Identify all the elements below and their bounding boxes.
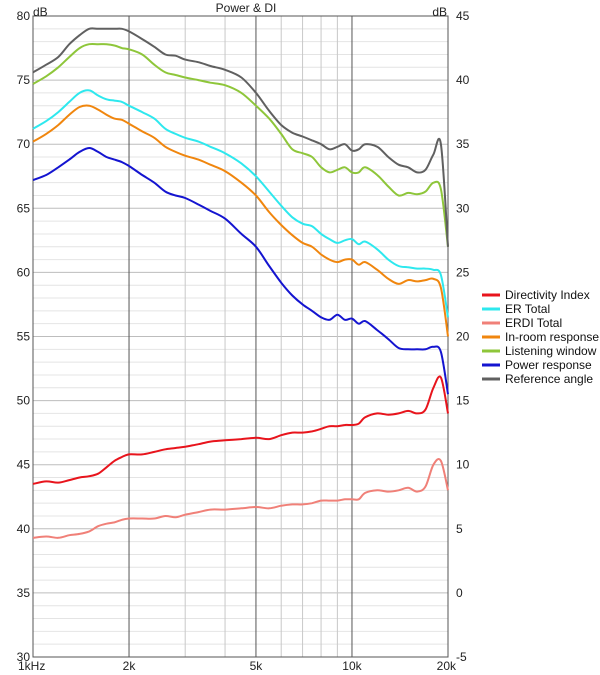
- left-y-tick-label: 40: [17, 522, 31, 536]
- series-line-reference-angle: [32, 27, 449, 247]
- left-y-tick-label: 65: [17, 201, 31, 215]
- right-y-tick-label: 10: [456, 458, 470, 472]
- left-y-tick-label: 60: [17, 265, 31, 279]
- right-y-tick-label: 35: [456, 137, 470, 151]
- series-line-er-total: [32, 89, 449, 318]
- x-tick-label: 20k: [437, 659, 457, 673]
- right-y-tick-label: 45: [456, 9, 470, 23]
- right-y-tick-label: 0: [456, 586, 463, 600]
- legend-label-reference-angle: Reference angle: [505, 372, 593, 386]
- axis-ticks: 30 35 40 45 50 55 60 65 70 75 80 -5 0 5 10 15 20 25 30 35 40…: [17, 9, 470, 673]
- legend-label-listening-window: Listening window: [505, 344, 597, 358]
- x-tick-label: 1kHz: [18, 659, 45, 673]
- right-y-tick-label: 5: [456, 522, 463, 536]
- left-y-tick-label: 80: [17, 9, 31, 23]
- right-y-tick-label: 40: [456, 73, 470, 87]
- legend-label-in-room-response: In-room response: [505, 330, 599, 344]
- left-y-tick-label: 55: [17, 330, 31, 344]
- x-tick-label: 2k: [123, 659, 137, 673]
- legend-label-erdi-total: ERDI Total: [505, 316, 562, 330]
- right-axis-unit: dB: [432, 5, 447, 19]
- legend-label-directivity-index: Directivity Index: [505, 288, 590, 302]
- series-layer: [32, 27, 449, 539]
- chart-title: Power & DI: [216, 1, 277, 15]
- x-tick-label: 10k: [342, 659, 362, 673]
- series-line-directivity-index: [32, 375, 449, 485]
- left-y-tick-label: 50: [17, 394, 31, 408]
- x-tick-label: 5k: [250, 659, 264, 673]
- series-line-listening-window: [32, 42, 449, 247]
- series-line-power-response: [32, 147, 449, 395]
- right-y-tick-label: -5: [456, 650, 467, 664]
- series-line-erdi-total: [32, 458, 449, 539]
- left-y-tick-label: 70: [17, 137, 31, 151]
- legend-label-er-total: ER Total: [505, 302, 550, 316]
- right-y-tick-label: 25: [456, 265, 470, 279]
- right-y-tick-label: 15: [456, 394, 470, 408]
- left-y-tick-label: 45: [17, 458, 31, 472]
- left-y-tick-label: 75: [17, 73, 31, 87]
- legend-label-power-response: Power response: [505, 358, 592, 372]
- right-y-tick-label: 30: [456, 201, 470, 215]
- left-y-tick-label: 35: [17, 586, 31, 600]
- series-line-in-room-response: [32, 104, 449, 337]
- right-y-tick-label: 20: [456, 330, 470, 344]
- left-axis-unit: dB: [33, 5, 48, 19]
- left-y-tick-label: 30: [17, 650, 31, 664]
